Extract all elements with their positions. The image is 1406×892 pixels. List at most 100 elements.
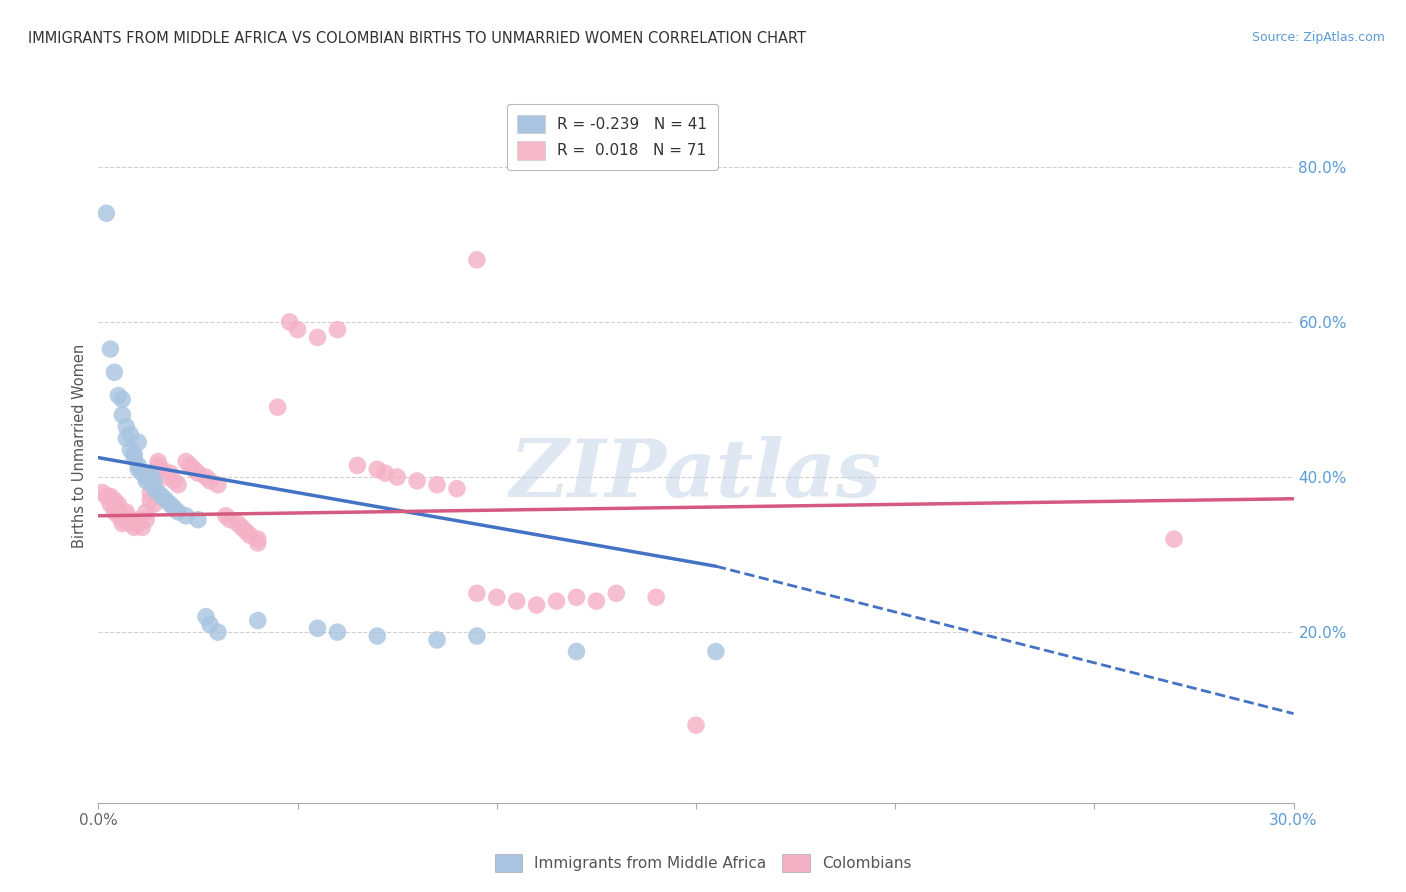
Point [187,466,209,480]
Point [195,609,218,624]
Point [187,513,209,527]
Point [195,470,218,484]
Text: Source: ZipAtlas.com: Source: ZipAtlas.com [1251,31,1385,45]
Point [135,505,157,519]
Point [103,505,125,519]
Point [219,513,242,527]
Point [148,485,170,500]
Point [207,625,229,640]
Point [111,408,134,422]
Point [127,513,149,527]
Point [143,482,166,496]
Point [183,462,205,476]
Point [645,591,668,605]
Point [366,462,388,476]
Point [167,505,190,519]
Point [98,342,122,356]
Point [506,594,529,608]
Legend: R = -0.239   N = 41, R =  0.018   N = 71: R = -0.239 N = 41, R = 0.018 N = 71 [506,104,718,170]
Point [239,528,262,542]
Point [246,536,269,550]
Point [585,594,607,608]
Point [103,493,125,508]
Point [426,477,449,491]
Point [465,629,488,643]
Point [139,470,162,484]
Point [139,466,162,480]
Point [326,625,349,640]
Point [385,470,409,484]
Point [155,493,177,508]
Point [135,513,157,527]
Point [96,490,118,504]
Point [226,516,249,531]
Point [150,462,173,476]
Point [124,520,146,534]
Point [111,513,134,527]
Point [307,330,329,344]
Point [174,454,197,468]
Point [374,466,396,480]
Point [163,501,186,516]
Point [278,315,301,329]
Point [115,505,138,519]
Point [465,252,488,267]
Point [426,632,449,647]
Point [107,388,129,402]
Point [111,392,134,407]
Point [143,474,166,488]
Point [159,466,181,480]
Point [215,508,238,523]
Point [139,485,162,500]
Text: IMMIGRANTS FROM MIDDLE AFRICA VS COLOMBIAN BIRTHS TO UNMARRIED WOMEN CORRELATION: IMMIGRANTS FROM MIDDLE AFRICA VS COLOMBI… [28,31,806,46]
Point [115,419,138,434]
Point [107,502,129,516]
Point [120,427,142,442]
Y-axis label: Births to Unmarried Women: Births to Unmarried Women [72,344,87,548]
Point [131,466,153,480]
Point [326,323,349,337]
Point [103,365,125,379]
Point [287,323,309,337]
Point [98,497,122,511]
Point [127,458,149,473]
Point [366,629,388,643]
Point [120,516,142,531]
Point [131,520,153,534]
Point [124,447,146,461]
Point [235,524,257,539]
Point [135,470,157,484]
Point [148,458,170,473]
Point [267,401,290,415]
Point [135,474,157,488]
Point [704,644,727,658]
Point [124,450,146,465]
Point [139,493,162,508]
Point [115,508,138,523]
Point [103,501,125,516]
Point [115,431,138,445]
Point [127,516,149,531]
Point [159,497,181,511]
Point [127,462,149,476]
Point [565,591,588,605]
Point [143,497,166,511]
Point [107,508,129,523]
Point [605,586,627,600]
Point [155,470,177,484]
Point [465,586,488,600]
Point [685,718,707,732]
Point [231,520,253,534]
Point [120,442,142,457]
Point [446,482,468,496]
Point [179,458,201,473]
Point [565,644,588,658]
Point [307,621,329,635]
Point [406,474,429,488]
Point [150,490,173,504]
Point [198,474,221,488]
Point [546,594,568,608]
Point [96,206,118,220]
Point [167,477,190,491]
Point [120,513,142,527]
